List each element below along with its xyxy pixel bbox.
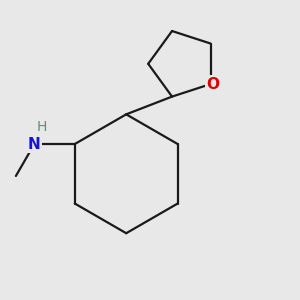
Text: H: H — [37, 120, 47, 134]
Text: O: O — [206, 76, 220, 92]
Text: N: N — [28, 136, 41, 152]
